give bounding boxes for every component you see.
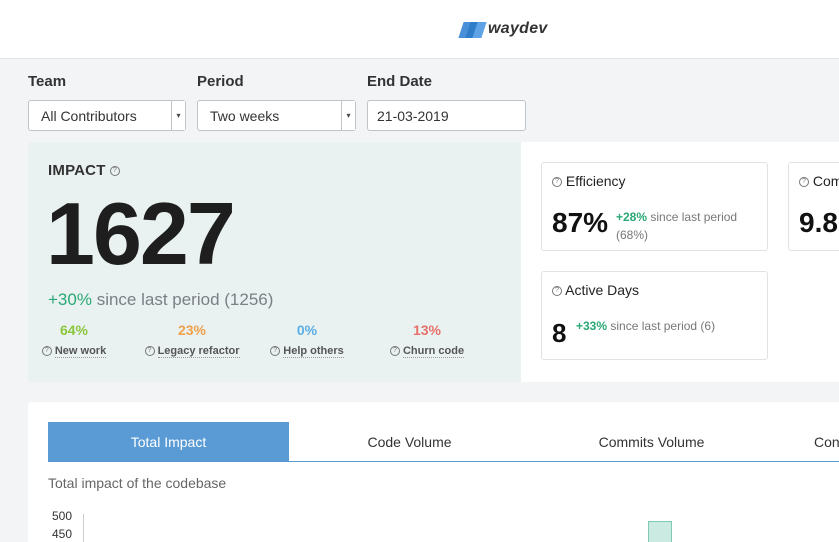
tab-commits-volume[interactable]: Commits Volume <box>598 433 705 450</box>
tab-total-impact[interactable]: Total Impact <box>48 422 289 461</box>
team-label: Team <box>28 73 67 90</box>
breakdown-label[interactable]: ? Help others <box>252 345 362 358</box>
breakdown-pct: 13% <box>412 322 442 338</box>
logo-mark-icon <box>458 20 487 38</box>
end-date-input[interactable] <box>367 100 526 131</box>
chevron-down-icon[interactable]: ▾ <box>171 101 185 130</box>
impact-since: since last period (1256) <box>96 290 274 309</box>
help-icon[interactable]: ? <box>109 166 120 177</box>
end-date-label: End Date <box>367 73 433 90</box>
tab-code-volume[interactable]: Code Volume <box>367 433 452 450</box>
breakdown-label[interactable]: ? New work <box>19 345 129 358</box>
team-select[interactable]: All Contributors ▾ <box>28 100 186 131</box>
waydev-logo[interactable]: waydev <box>458 20 548 38</box>
help-icon[interactable]: ? <box>552 177 562 188</box>
period-select-value: Two weeks <box>210 108 280 124</box>
y-tick-label: 450 <box>52 527 73 541</box>
efficiency-card: ? Efficiency 87% +28% since last period … <box>541 162 768 251</box>
period-select[interactable]: Two weeks ▾ <box>197 100 356 131</box>
impact-title: IMPACT ? <box>48 162 120 179</box>
period-label: Period <box>197 73 244 90</box>
logo-text: waydev <box>488 20 548 37</box>
active-days-card: ? Active Days 8 +33% since last period (… <box>541 271 768 360</box>
card-title: ? Active Days <box>552 282 639 298</box>
chart-bar[interactable] <box>648 521 672 542</box>
commits-card: ? Com 9.8 <box>788 162 839 251</box>
impact-title-text: IMPACT <box>48 162 106 179</box>
y-axis <box>83 514 84 542</box>
help-icon: ? <box>389 346 400 357</box>
y-tick-label: 500 <box>52 509 73 523</box>
efficiency-value: 87% <box>552 207 609 238</box>
breakdown-help-others: 0% ? Help others <box>252 322 362 358</box>
help-icon: ? <box>270 346 281 357</box>
help-icon: ? <box>144 346 155 357</box>
active-days-value: 8 <box>552 318 567 348</box>
tab-more[interactable]: Con <box>814 433 839 450</box>
help-icon: ? <box>41 346 52 357</box>
help-icon[interactable]: ? <box>552 286 562 297</box>
efficiency-change: +28% since last period (68%) <box>616 210 738 242</box>
help-icon[interactable]: ? <box>799 177 809 188</box>
impact-change: +30% since last period (1256) <box>48 290 273 310</box>
chart-tabs: Total Impact Code Volume Commits Volume … <box>48 422 839 462</box>
chart-subtitle: Total impact of the codebase <box>48 475 227 491</box>
breakdown-legacy-refactor: 23% ? Legacy refactor <box>137 322 247 358</box>
active-days-change: +33% since last period (6) <box>576 319 716 333</box>
breakdown-label[interactable]: ? Legacy refactor <box>137 345 247 358</box>
breakdown-pct: 64% <box>59 322 89 338</box>
breakdown-pct: 23% <box>177 322 207 338</box>
impact-panel: IMPACT ? 1627 +30% since last period (12… <box>28 142 521 382</box>
card-title: ? Efficiency <box>552 173 626 189</box>
chevron-down-icon[interactable]: ▾ <box>341 101 355 130</box>
commits-value: 9.8 <box>799 207 838 238</box>
breakdown-label[interactable]: ? Churn code <box>372 345 482 358</box>
chart-panel: Total Impact Code Volume Commits Volume … <box>28 402 839 542</box>
breakdown-churn-code: 13% ? Churn code <box>372 322 482 358</box>
impact-change-pct: +30% <box>48 290 92 309</box>
top-navbar: waydev <box>0 0 839 59</box>
breakdown-pct: 0% <box>296 322 318 338</box>
card-title: ? Com <box>799 173 839 189</box>
impact-value: 1627 <box>46 184 236 283</box>
team-select-value: All Contributors <box>41 108 137 124</box>
breakdown-new-work: 64% ? New work <box>19 322 129 358</box>
